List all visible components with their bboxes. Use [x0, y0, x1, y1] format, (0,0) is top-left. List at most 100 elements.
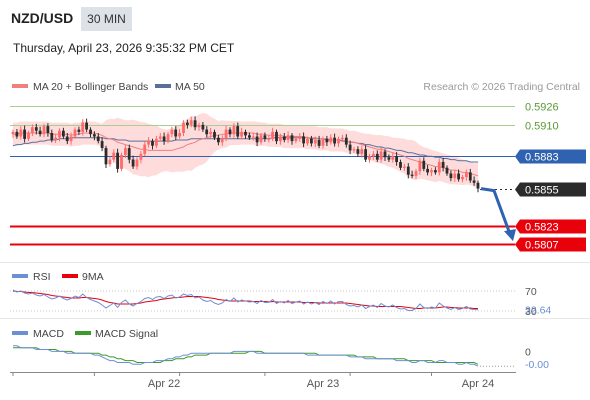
candle-body	[143, 144, 147, 154]
candle-body	[325, 138, 329, 143]
candle-body	[193, 120, 197, 128]
candle-body	[186, 122, 189, 125]
projection-arrow	[480, 187, 516, 242]
candle-body	[360, 149, 364, 154]
timestamp: Thursday, April 23, 2026 9:35:32 PM CET	[13, 41, 235, 55]
candle-body	[329, 137, 333, 143]
candle-body	[69, 136, 73, 142]
candle-body	[54, 137, 57, 140]
candle-body	[178, 133, 181, 137]
candle-body	[228, 129, 232, 135]
level-tag-0.5823	[515, 219, 586, 234]
rsi-ma-legend-swatch	[62, 274, 78, 278]
candle-body	[426, 168, 429, 173]
candle-body	[62, 130, 65, 137]
candle-body	[441, 162, 445, 168]
main-legend: MA 20 + Bollinger Bands MA 50 Research ©…	[12, 81, 580, 93]
candle-body	[290, 135, 294, 142]
candle-body	[379, 151, 383, 160]
candle-body	[139, 153, 143, 160]
candle-body	[294, 138, 298, 142]
candle-body	[31, 127, 34, 133]
candle-body	[162, 136, 166, 142]
level-label-0.5883: 0.5883	[525, 152, 559, 164]
candle-body	[73, 129, 77, 137]
macd-current-value: -0.00	[525, 359, 549, 371]
candle-body	[244, 131, 247, 136]
candle-body	[220, 138, 224, 143]
candle-body	[468, 172, 472, 181]
level-tag-0.5855	[515, 182, 586, 197]
candle-body	[286, 135, 290, 140]
candle-body	[104, 148, 108, 165]
rsi-reference-lines	[10, 290, 515, 312]
candle-body	[251, 136, 255, 138]
candle-body	[158, 136, 162, 139]
candle-body	[275, 131, 278, 142]
candle-body	[364, 149, 367, 160]
candle-body	[282, 136, 286, 140]
level-labels: 0.5926 0.5910 0.5883 0.5855 0.5823 0.5807	[515, 102, 586, 252]
candle-body	[236, 126, 240, 137]
candle-body	[189, 120, 193, 125]
projection-line	[480, 187, 512, 235]
candle-body	[11, 131, 15, 135]
level-label-0.5855: 0.5855	[525, 185, 559, 197]
candle-body	[263, 135, 267, 139]
time-axis-label: Apr 23	[307, 378, 339, 390]
candle-body	[108, 159, 112, 165]
candle-body	[217, 137, 220, 143]
candle-body	[399, 162, 402, 168]
candle-body	[170, 129, 174, 135]
candle-body	[151, 141, 154, 146]
candle-body	[201, 124, 205, 130]
candle-body	[131, 159, 135, 167]
candle-body	[248, 135, 251, 138]
candle-body	[422, 160, 426, 169]
macd-tick-labels: 0-0.00	[480, 346, 549, 371]
bollinger-bands	[13, 113, 478, 189]
candle-body	[100, 141, 104, 148]
ma50-legend-label: MA 50	[175, 81, 205, 93]
level-label-0.5823: 0.5823	[525, 222, 559, 234]
candle-body	[232, 126, 236, 135]
candles	[11, 116, 480, 193]
candle-body	[310, 138, 313, 144]
candle-body	[96, 136, 100, 142]
level-label-0.5910: 0.5910	[525, 121, 559, 133]
candle-body	[65, 136, 69, 142]
candle-body	[337, 138, 340, 144]
level-label-0.5807: 0.5807	[525, 240, 559, 252]
candle-body	[124, 148, 127, 155]
candle-body	[279, 136, 282, 142]
candle-body	[224, 129, 228, 139]
macd-legend-swatch	[12, 331, 28, 335]
symbol-title: NZD/USD	[11, 10, 74, 26]
candle-body	[410, 174, 414, 176]
candle-body	[414, 171, 418, 176]
candle-body	[155, 138, 158, 146]
candle-body	[430, 170, 433, 173]
candle-body	[58, 130, 61, 138]
candle-body	[240, 131, 243, 137]
candle-body	[306, 138, 309, 144]
candle-body	[182, 122, 185, 133]
macd-panel: MACD MACD Signal 0-0.00	[12, 328, 549, 371]
candle-body	[213, 131, 216, 138]
macd-signal-line	[13, 347, 479, 365]
candle-body	[46, 126, 50, 133]
candle-body	[19, 129, 23, 137]
candle-body	[333, 137, 336, 144]
candle-body	[112, 152, 116, 160]
macd-legend-label: MACD	[33, 328, 64, 340]
rsi-line	[12, 289, 479, 311]
candle-body	[313, 140, 317, 144]
candle-body	[387, 157, 391, 160]
price-panel: 0.5926 0.5910 0.5883 0.5855 0.5823 0.5807	[10, 102, 586, 252]
candle-body	[23, 129, 26, 139]
candle-body	[472, 180, 476, 183]
timeframe-button[interactable]: 30 MIN	[81, 7, 132, 31]
candle-body	[166, 134, 170, 142]
candle-body	[406, 166, 410, 175]
